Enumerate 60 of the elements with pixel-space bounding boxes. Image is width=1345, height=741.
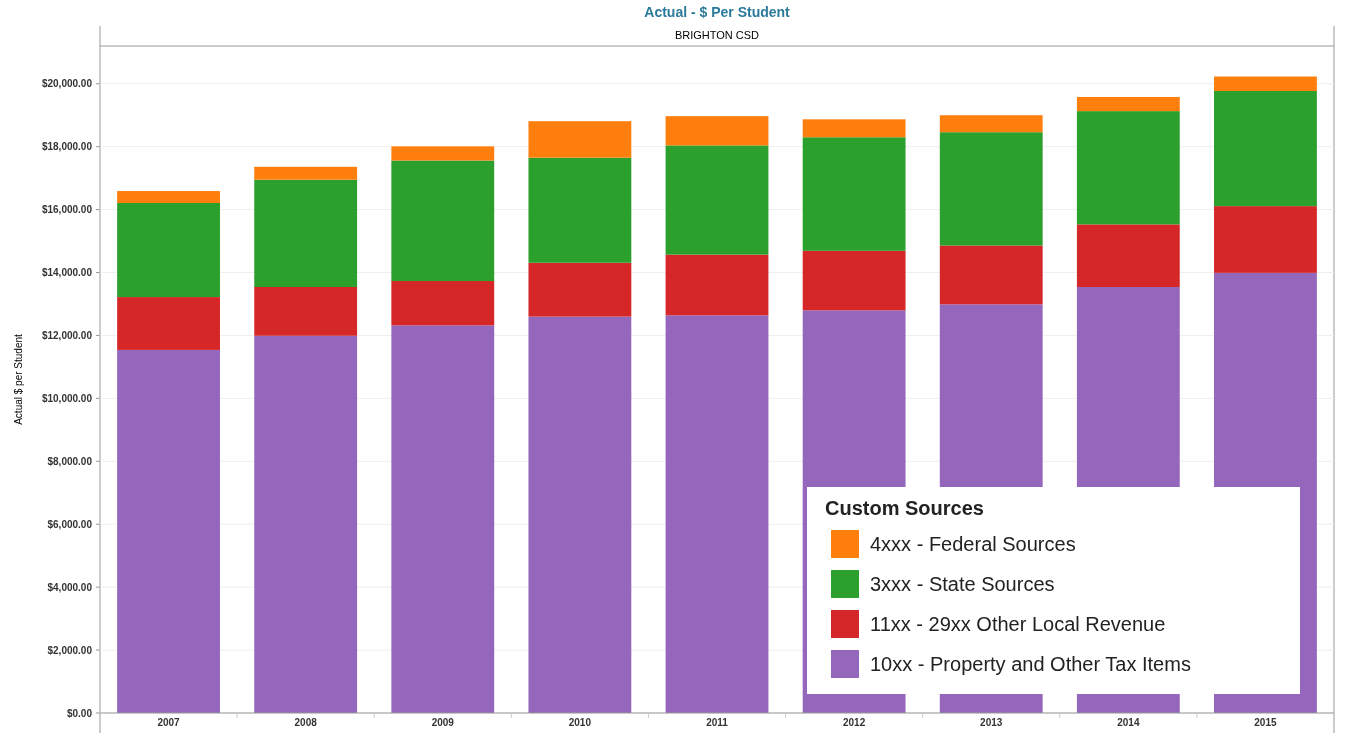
bar bbox=[802, 250, 906, 311]
bar bbox=[528, 121, 632, 158]
x-tick-label: 2010 bbox=[568, 717, 592, 728]
bar bbox=[939, 115, 1043, 133]
bar bbox=[665, 116, 769, 146]
bar bbox=[1214, 90, 1317, 207]
y-tick-label: $6,000.00 bbox=[47, 518, 93, 530]
bar bbox=[254, 287, 358, 336]
y-tick-label: $10,000.00 bbox=[41, 392, 93, 404]
bar bbox=[1076, 96, 1180, 112]
bar bbox=[1214, 76, 1317, 91]
y-tick-label: $2,000.00 bbox=[47, 644, 93, 656]
bar bbox=[802, 119, 906, 138]
y-tick-label: $0.00 bbox=[66, 707, 93, 719]
bar bbox=[117, 297, 220, 350]
x-tick-label: 2014 bbox=[1117, 717, 1140, 728]
y-tick-label: $20,000.00 bbox=[41, 78, 93, 90]
x-tick-label: 2008 bbox=[294, 717, 318, 728]
x-tick-label: 2013 bbox=[980, 717, 1003, 728]
x-tick-label: 2012 bbox=[842, 717, 866, 728]
y-tick-label: $4,000.00 bbox=[47, 581, 93, 593]
bar bbox=[665, 315, 769, 713]
x-tick-label: 2015 bbox=[1254, 717, 1277, 728]
legend-label: 11xx - 29xx Other Local Revenue bbox=[870, 613, 1166, 635]
bar bbox=[1076, 111, 1180, 225]
bar bbox=[665, 254, 769, 316]
y-tick-label: $8,000.00 bbox=[47, 455, 93, 467]
bar bbox=[1214, 206, 1317, 273]
bar bbox=[117, 191, 220, 203]
bar bbox=[802, 137, 906, 251]
y-tick-label: $18,000.00 bbox=[41, 141, 93, 153]
y-tick-label: $12,000.00 bbox=[41, 329, 93, 341]
bar bbox=[254, 335, 358, 713]
y-axis-title: Actual $ per Student bbox=[13, 333, 24, 425]
legend-label: 10xx - Property and Other Tax Items bbox=[870, 653, 1191, 675]
x-tick-label: 2009 bbox=[431, 717, 455, 728]
bar bbox=[391, 325, 495, 713]
chart-subtitle: BRIGHTON CSD bbox=[674, 29, 760, 41]
bar bbox=[117, 349, 220, 713]
bar bbox=[254, 179, 358, 287]
legend-title: Custom Sources bbox=[825, 497, 984, 519]
bar bbox=[528, 262, 632, 317]
bar bbox=[117, 203, 220, 298]
bar bbox=[528, 157, 632, 263]
legend-label: 4xxx - Federal Sources bbox=[870, 533, 1076, 555]
chart-title: Actual - $ Per Student bbox=[644, 4, 791, 20]
bar bbox=[391, 281, 495, 326]
bar bbox=[1076, 224, 1180, 287]
bar bbox=[939, 132, 1043, 246]
bar bbox=[528, 316, 632, 713]
bar bbox=[391, 146, 495, 161]
x-tick-label: 2007 bbox=[157, 717, 181, 728]
bar bbox=[254, 166, 358, 180]
bar bbox=[665, 145, 769, 255]
bar bbox=[939, 245, 1043, 305]
y-tick-label: $16,000.00 bbox=[41, 204, 93, 216]
y-tick-label: $14,000.00 bbox=[41, 267, 93, 279]
legend-label: 3xxx - State Sources bbox=[870, 573, 1055, 595]
bar bbox=[391, 160, 495, 282]
x-tick-label: 2011 bbox=[706, 717, 729, 728]
